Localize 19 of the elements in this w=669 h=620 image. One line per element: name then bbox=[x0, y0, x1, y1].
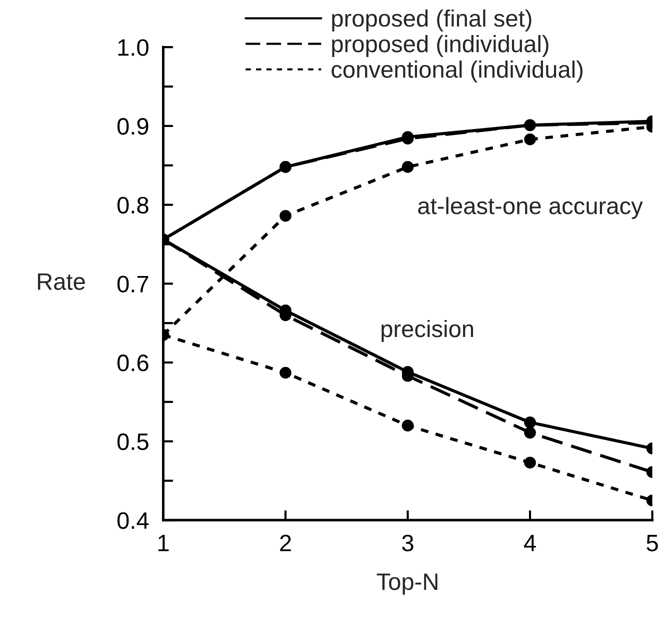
y-tick-label: 0.5 bbox=[117, 433, 148, 450]
x-tick-label: 2 bbox=[280, 534, 291, 552]
x-tick-label: 5 bbox=[646, 534, 658, 552]
x-tick-label: 1 bbox=[158, 534, 169, 552]
y-tick-label: 0.9 bbox=[117, 118, 148, 135]
y-tick-label: 0.6 bbox=[117, 354, 148, 372]
y-tick-label: 1.0 bbox=[118, 39, 148, 56]
x-tick-label: 4 bbox=[524, 534, 536, 552]
y-tick-label: 0.8 bbox=[117, 196, 148, 214]
y-axis-title: Rate bbox=[38, 274, 85, 290]
y-tick-label: 0.7 bbox=[117, 276, 148, 292]
legend-label: proposed (individual) bbox=[332, 34, 548, 58]
x-tick-label: 3 bbox=[402, 534, 414, 552]
y-tick-label: 0.4 bbox=[117, 512, 149, 529]
x-axis-title: Top-N bbox=[376, 574, 438, 595]
legend-label: conventional (individual) bbox=[332, 60, 582, 83]
annotation: at-least-one accuracy bbox=[418, 196, 643, 219]
legend-label: proposed (final set) bbox=[332, 9, 532, 32]
annotation: precision bbox=[382, 320, 474, 342]
